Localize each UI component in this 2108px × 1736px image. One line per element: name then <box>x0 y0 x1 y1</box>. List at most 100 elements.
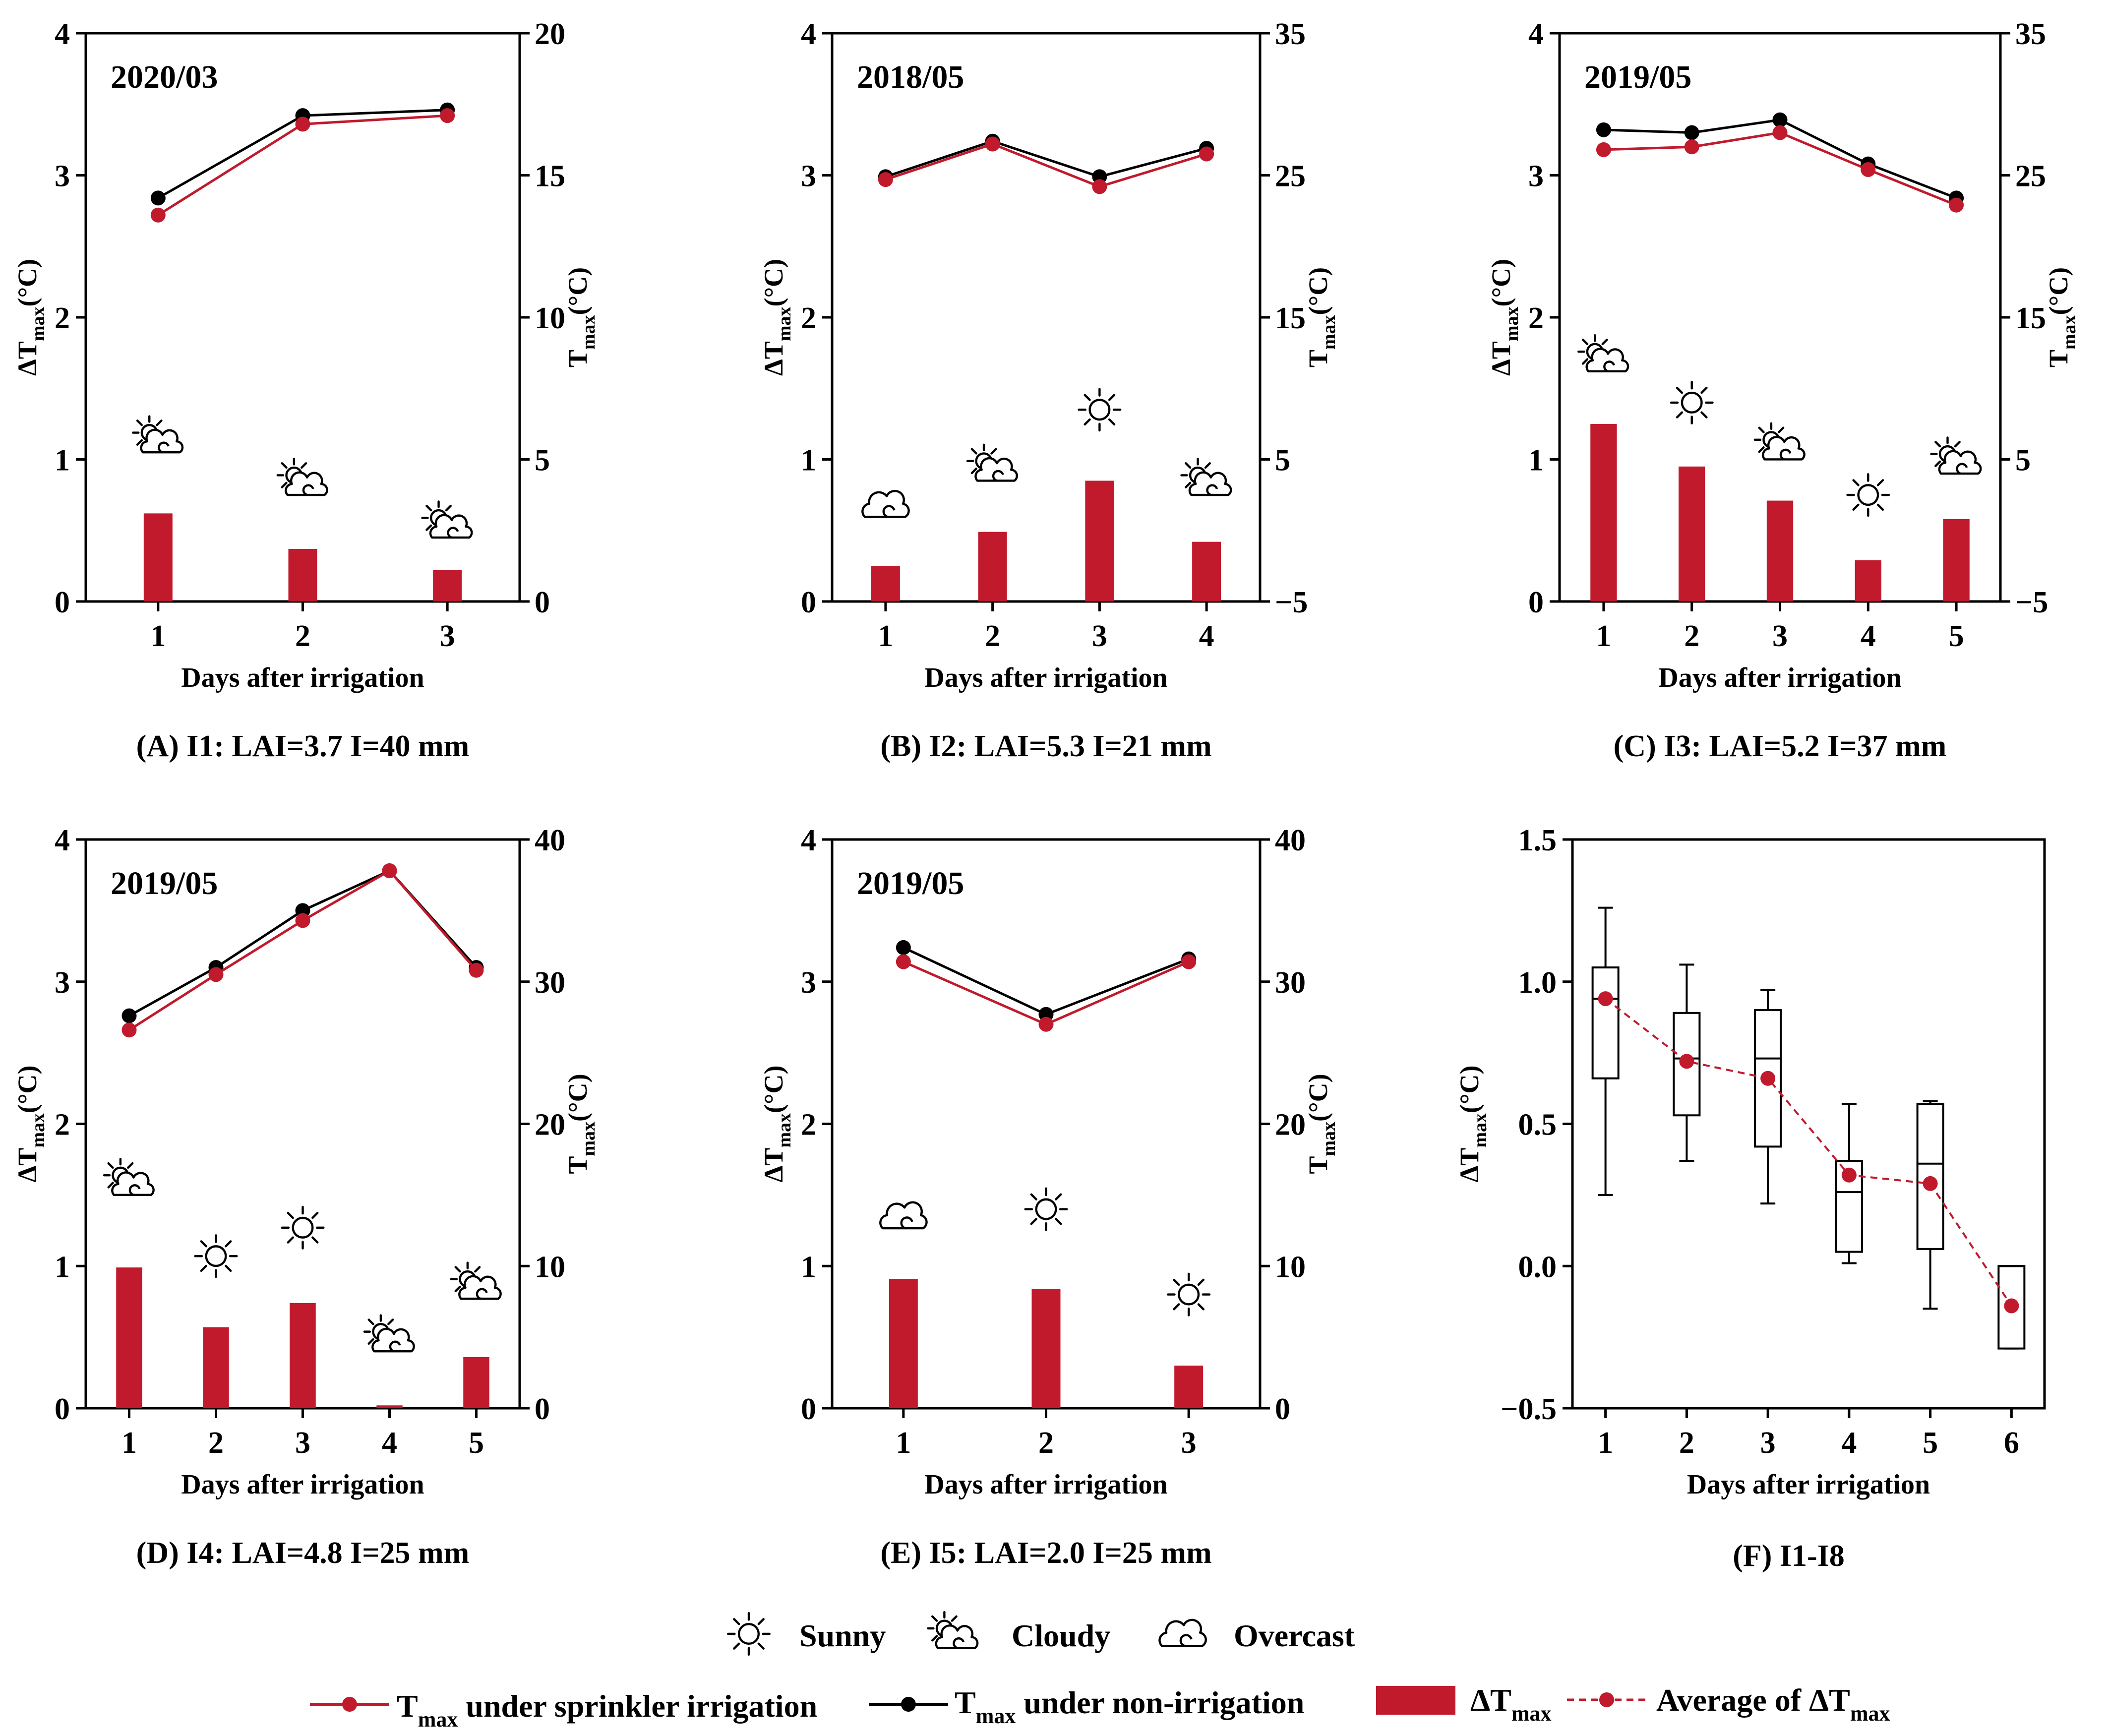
x-tick-label: 2 <box>1679 1426 1694 1460</box>
average-point <box>1923 1176 1938 1191</box>
cloudy-icon <box>1182 459 1231 495</box>
left-y-tick-label: 0 <box>801 586 816 619</box>
delta-tmax-bar <box>1174 1365 1204 1408</box>
x-tick-label: 5 <box>1949 619 1964 653</box>
right-y-axis-label: Tmax(°C) <box>563 1074 599 1174</box>
x-tick-label: 2 <box>295 619 310 653</box>
tmax-irrigated-point <box>208 967 224 982</box>
x-tick-label: 3 <box>1772 619 1788 653</box>
delta-tmax-bar <box>1943 519 1970 601</box>
panel-c: 0 1 2 3 4 −5 5 15 25 35 1 2 3 4 5 2019/05 ΔTmax(°C) Tmax(… <box>1486 17 2080 763</box>
x-axis-label: Days after irrigation <box>924 662 1167 693</box>
right-y-tick-label: −5 <box>1275 586 1308 619</box>
tmax-irrigated-point <box>121 1022 137 1038</box>
tmax-irrigated-point <box>382 863 397 879</box>
tmax-non-irrigated-point <box>1772 112 1788 127</box>
tmax-irrigated-point <box>1596 142 1611 157</box>
tmax-irrigated-point <box>1772 125 1788 140</box>
left-y-axis-label: ΔTmax(°C) <box>759 259 795 376</box>
panel-f: −0.5 0.0 0.5 1.0 1.5 1 2 3 4 5 6 ΔTmax(°C) Days afte… <box>1454 824 2046 1573</box>
left-y-tick-label: 4 <box>801 17 816 51</box>
y-tick-label: −0.5 <box>1501 1392 1557 1426</box>
delta-tmax-bar <box>1766 500 1794 601</box>
delta-tmax-bar <box>871 566 900 601</box>
legend-nonirr-marker <box>901 1697 916 1712</box>
panel-date: 2019/05 <box>111 865 218 901</box>
delta-tmax-bar <box>290 1303 316 1408</box>
left-y-tick-label: 0 <box>55 586 70 619</box>
delta-tmax-bar <box>1590 423 1617 601</box>
legend-average-label: Average of ΔTmax <box>1656 1682 1890 1726</box>
legend-overcast-icon <box>1159 1620 1205 1646</box>
delta-tmax-bar <box>1855 560 1881 601</box>
tmax-irrigated-line <box>885 142 1207 188</box>
left-y-axis-label: ΔTmax(°C) <box>12 259 49 376</box>
right-y-tick-label: 10 <box>535 1250 565 1284</box>
tmax-irrigated-point <box>295 117 310 132</box>
overcast-icon <box>880 1202 926 1228</box>
tmax-irrigated-point <box>150 207 166 223</box>
right-y-tick-label: 0 <box>535 586 550 619</box>
tmax-non-irrigated-line <box>885 140 1207 178</box>
tmax-irrigated-point <box>469 962 484 978</box>
delta-tmax-bar <box>203 1327 229 1408</box>
x-tick-label: 2 <box>1684 619 1699 653</box>
legend-nonirr-label: Tmax under non-irrigation <box>955 1685 1304 1728</box>
delta-tmax-bar <box>1679 466 1705 601</box>
right-y-tick-label: 40 <box>535 824 565 857</box>
x-tick-label: 5 <box>1923 1426 1938 1460</box>
right-y-tick-label: 25 <box>2015 160 2046 193</box>
panel-caption: (C) I3: LAI=5.2 I=37 mm <box>1614 729 1947 763</box>
delta-tmax-bar <box>463 1357 489 1408</box>
left-y-tick-label: 4 <box>1528 17 1544 51</box>
panel-caption: (A) I1: LAI=3.7 I=40 mm <box>136 729 470 763</box>
left-y-tick-label: 3 <box>801 160 816 193</box>
left-y-tick-label: 1 <box>1528 444 1544 478</box>
y-tick-label: 0.5 <box>1518 1108 1557 1142</box>
right-y-tick-label: 25 <box>1275 160 1306 193</box>
legend-average-marker <box>1599 1692 1614 1707</box>
y-tick-label: 1.0 <box>1518 966 1557 1000</box>
right-y-axis-label: Tmax(°C) <box>1303 267 1339 367</box>
left-y-tick-label: 1 <box>55 1250 70 1284</box>
legend-overcast-label: Overcast <box>1234 1618 1355 1653</box>
x-tick-label: 1 <box>150 619 166 653</box>
tmax-irrigated-point <box>295 913 310 928</box>
x-tick-label: 6 <box>2004 1426 2019 1460</box>
right-y-tick-label: 10 <box>535 301 565 335</box>
sunny-icon <box>195 1235 237 1277</box>
cloudy-icon <box>451 1263 501 1299</box>
cloudy-icon <box>278 459 327 495</box>
cloudy-icon <box>1578 335 1628 371</box>
right-y-tick-label: 15 <box>2015 301 2046 335</box>
right-y-tick-label: 15 <box>535 160 565 193</box>
average-point <box>1679 1054 1694 1069</box>
right-y-tick-label: 5 <box>1275 444 1290 478</box>
tmax-irrigated-point <box>1038 1017 1054 1032</box>
delta-tmax-bar <box>143 513 173 601</box>
sunny-icon <box>282 1207 324 1249</box>
tmax-irrigated-point <box>440 108 455 123</box>
delta-tmax-bar <box>889 1279 918 1408</box>
right-y-tick-label: 30 <box>535 966 565 1000</box>
x-tick-label: 3 <box>440 619 455 653</box>
panel-date: 2018/05 <box>857 59 964 95</box>
x-tick-label: 5 <box>469 1426 484 1460</box>
cloudy-icon <box>1931 438 1981 474</box>
x-tick-label: 3 <box>1092 619 1107 653</box>
left-y-tick-label: 3 <box>55 966 70 1000</box>
left-y-tick-label: 2 <box>55 301 70 335</box>
delta-tmax-bar <box>1031 1289 1061 1408</box>
tmax-irrigated-line <box>1603 131 1957 206</box>
x-axis-label: Days after irrigation <box>1658 662 1901 693</box>
legend-sunny-label: Sunny <box>799 1618 886 1653</box>
right-y-tick-label: 35 <box>1275 17 1306 51</box>
tmax-non-irrigated-point <box>150 190 166 206</box>
x-axis-label: Days after irrigation <box>1687 1469 1930 1500</box>
sunny-icon <box>1848 474 1889 516</box>
tmax-non-irrigated-point <box>1684 125 1699 140</box>
sunny-icon <box>1025 1189 1067 1230</box>
left-y-tick-label: 4 <box>55 824 70 857</box>
